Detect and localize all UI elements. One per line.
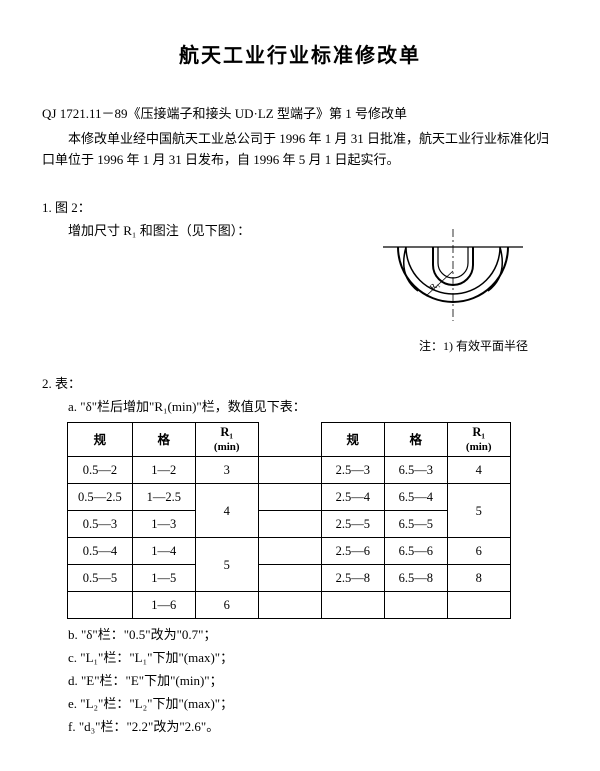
col-ge-1: 格 [132, 422, 195, 457]
section-1-body: 增加尺寸 R₁ 和图注（见下图）： [42, 221, 250, 242]
item-f: f. "d₃"栏："2.2"改为"2.6"。 [68, 717, 558, 738]
figure-2-diagram: R₁ [378, 221, 528, 331]
col-r1-right: R₁(min) [447, 422, 510, 457]
svg-text:R₁: R₁ [427, 279, 441, 293]
section-1-head: 1. 图 2： [42, 198, 558, 219]
r1-data-table: 规 格 R₁(min) 规 格 R₁(min) 0.5—21—2 3 2.5—3… [67, 422, 511, 620]
section-2-head: 2. 表： [42, 374, 558, 395]
table-row: 0.5—51—5 2.5—86.5—8 8 [68, 565, 511, 592]
figure-2-caption: 注：1) 有效平面半径 [42, 337, 528, 356]
table-row: 0.5—31—3 2.5—56.5—5 [68, 511, 511, 538]
page-title: 航天工业行业标准修改单 [42, 40, 558, 72]
intro-line-2: 本修改单业经中国航天工业总公司于 1996 年 1 月 31 日批准，航天工业行… [42, 129, 558, 171]
col-gap [258, 422, 321, 457]
item-b: b. "δ"栏："0.5"改为"0.7"； [68, 625, 558, 646]
table-header-row: 规 格 R₁(min) 规 格 R₁(min) [68, 422, 511, 457]
col-r1-left: R₁(min) [195, 422, 258, 457]
table-row: 0.5—21—2 3 2.5—36.5—3 4 [68, 457, 511, 484]
table-row: 1—6 6 [68, 592, 511, 619]
col-ge-2: 格 [384, 422, 447, 457]
intro-line-1: QJ 1721.11－89《压接端子和接头 UD·LZ 型端子》第 1 号修改单 [42, 104, 558, 125]
item-c: c. "L₁"栏："L₁"下加"(max)"； [68, 648, 558, 669]
item-e: e. "L₂"栏："L₂"下加"(max)"； [68, 694, 558, 715]
table-row: 0.5—2.51—2.5 4 2.5—46.5—4 5 [68, 484, 511, 511]
col-gui-2: 规 [321, 422, 384, 457]
list-items: b. "δ"栏："0.5"改为"0.7"； c. "L₁"栏："L₁"下加"(m… [68, 625, 558, 737]
item-d: d. "E"栏："E"下加"(min)"； [68, 671, 558, 692]
table-row: 0.5—41—4 5 2.5—66.5—6 6 [68, 538, 511, 565]
col-gui-1: 规 [68, 422, 133, 457]
section-2-item-a: a. "δ"栏后增加"R₁(min)"栏，数值见下表： [68, 397, 558, 418]
